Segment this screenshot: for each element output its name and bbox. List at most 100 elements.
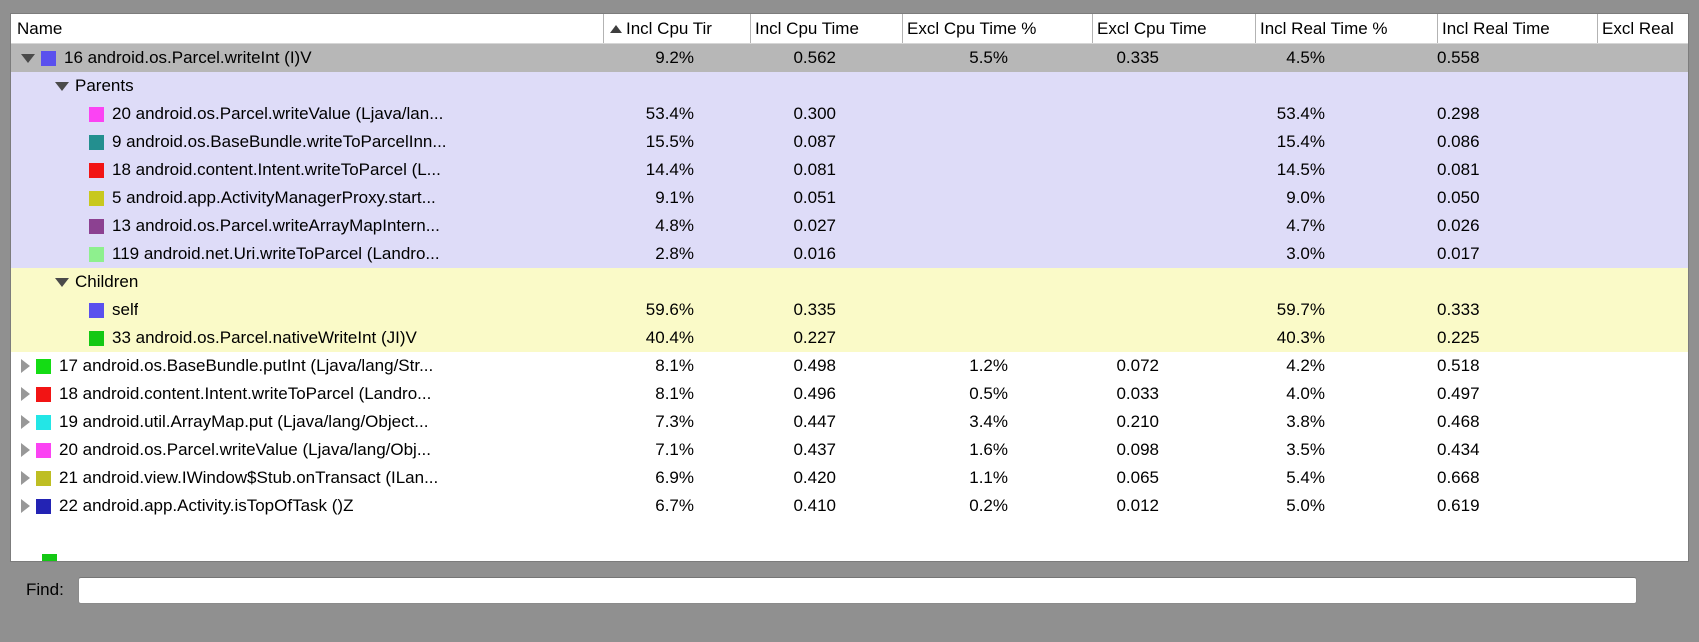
cell-incl-cpu-time: 0.081 [793,160,836,179]
method-color-chip [89,106,104,122]
row-name: 16 android.os.Parcel.writeInt (I)V [64,48,312,67]
name-cell: 19 android.util.ArrayMap.put (Ljava/lang… [11,408,603,436]
row-name: 119 android.net.Uri.writeToParcel (Landr… [112,244,440,263]
row-name: 22 android.app.Activity.isTopOfTask ()Z [59,496,354,515]
cell-excl-cpu-time-pct: 1.2% [969,356,1008,375]
row-name: 18 android.content.Intent.writeToParcel … [112,160,441,179]
cell-incl-cpu-time: 0.087 [793,132,836,151]
name-cell: 16 android.os.Parcel.writeInt (I)V [11,44,603,72]
cell-incl-real-time: 0.017 [1437,244,1480,263]
table-row[interactable]: self 59.6% 0.335 59.7% 0.333 [11,296,1688,324]
disclosure-triangle-collapsed-icon[interactable] [21,359,30,373]
cell-incl-cpu-time-pct: 8.1% [655,356,694,375]
row-name: self [112,300,139,319]
cell-incl-cpu-time-pct: 4.8% [655,216,694,235]
table-row[interactable]: 13 android.os.Parcel.writeArrayMapIntern… [11,212,1688,240]
row-name: 17 android.os.BaseBundle.putInt (Ljava/l… [59,356,434,375]
table-row[interactable]: 19 android.util.ArrayMap.put (Ljava/lang… [11,408,1688,436]
name-cell: Children [11,268,603,296]
cell-excl-cpu-time-pct: 1.6% [969,440,1008,459]
table-row[interactable]: 33 android.os.Parcel.nativeWriteInt (JI)… [11,324,1688,352]
cell-excl-cpu-time: 0.335 [1116,48,1159,67]
disclosure-triangle-collapsed-icon[interactable] [21,415,30,429]
cell-incl-cpu-time-pct: 7.1% [655,440,694,459]
table-row[interactable]: 119 android.net.Uri.writeToParcel (Landr… [11,240,1688,268]
cell-incl-real-time: 0.333 [1437,300,1480,319]
cell-incl-cpu-time-pct: 9.2% [655,48,694,67]
column-header-incl-real-time-pct[interactable]: Incl Real Time % [1255,14,1437,43]
cell-excl-cpu-time: 0.033 [1116,384,1159,403]
table-row[interactable]: 20 android.os.Parcel.writeValue (Ljava/l… [11,100,1688,128]
find-input[interactable] [78,576,1637,604]
section-row-parents[interactable]: Parents [11,72,1688,100]
cell-incl-real-time-pct: 4.5% [1286,48,1325,67]
disclosure-triangle-expanded-icon[interactable] [55,81,69,91]
cell-incl-real-time: 0.668 [1437,468,1480,487]
name-cell: 13 android.os.Parcel.writeArrayMapIntern… [11,212,603,240]
cell-incl-real-time-pct: 14.5% [1276,160,1325,179]
cell-incl-real-time: 0.026 [1437,216,1480,235]
disclosure-triangle-collapsed-icon[interactable] [21,387,30,401]
cell-incl-cpu-time-pct: 15.5% [645,132,694,151]
table-row[interactable]: 20 android.os.Parcel.writeValue (Ljava/l… [11,436,1688,464]
cell-incl-real-time-pct: 3.0% [1286,244,1325,263]
cell-incl-cpu-time: 0.027 [793,216,836,235]
table-row[interactable]: 21 android.view.IWindow$Stub.onTransact … [11,464,1688,492]
table-row[interactable]: 5 android.app.ActivityManagerProxy.start… [11,184,1688,212]
disclosure-triangle-expanded-icon[interactable] [21,53,35,63]
cell-incl-cpu-time-pct: 8.1% [655,384,694,403]
table-row[interactable]: 18 android.content.Intent.writeToParcel … [11,380,1688,408]
method-color-chip [36,442,51,458]
cell-incl-cpu-time-pct: 6.7% [655,496,694,515]
row-name: Parents [75,76,134,95]
table-row[interactable]: 18 android.content.Intent.writeToParcel … [11,156,1688,184]
cell-incl-cpu-time-pct: 14.4% [645,160,694,179]
cell-excl-cpu-time-pct: 5.5% [969,48,1008,67]
method-color-chip [89,190,104,206]
table-row[interactable]: 17 android.os.BaseBundle.putInt (Ljava/l… [11,352,1688,380]
cell-excl-cpu-time: 0.098 [1116,440,1159,459]
column-header-name[interactable]: Name [11,14,603,43]
cell-incl-real-time-pct: 53.4% [1276,104,1325,123]
method-color-chip [36,358,51,374]
cell-incl-cpu-time-pct: 59.6% [645,300,694,319]
table-row[interactable]: 16 android.os.Parcel.writeInt (I)V 9.2% 0.… [11,44,1688,72]
column-header-incl-cpu-time-pct[interactable]: Incl Cpu Tir [603,14,750,43]
column-header-excl-cpu-time-pct[interactable]: Excl Cpu Time % [902,14,1092,43]
name-cell: 33 android.os.Parcel.nativeWriteInt (JI)… [11,324,603,352]
cell-incl-cpu-time-pct: 6.9% [655,468,694,487]
cell-incl-real-time-pct: 5.0% [1286,496,1325,515]
disclosure-triangle-expanded-icon[interactable] [55,277,69,287]
cell-incl-real-time-pct: 4.0% [1286,384,1325,403]
find-bar: Find: [10,574,1637,606]
cell-excl-cpu-time: 0.210 [1116,412,1159,431]
column-header-incl-cpu-time[interactable]: Incl Cpu Time [750,14,902,43]
cell-excl-cpu-time: 0.072 [1116,356,1159,375]
disclosure-triangle-collapsed-icon[interactable] [21,499,30,513]
method-color-chip [89,218,104,234]
column-header-incl-real-time[interactable]: Incl Real Time [1437,14,1597,43]
table-row[interactable]: 22 android.app.Activity.isTopOfTask ()Z 6… [11,492,1688,520]
method-color-chip [89,330,104,346]
method-color-chip [89,162,104,178]
disclosure-triangle-collapsed-icon[interactable] [21,471,30,485]
column-label: Incl Cpu Time [755,18,859,38]
cell-incl-cpu-time-pct: 40.4% [645,328,694,347]
disclosure-triangle-collapsed-icon[interactable] [21,443,30,457]
section-row-children[interactable]: Children [11,268,1688,296]
name-cell: 5 android.app.ActivityManagerProxy.start… [11,184,603,212]
table-row[interactable]: 9 android.os.BaseBundle.writeToParcelInn… [11,128,1688,156]
method-color-chip [41,50,56,66]
cell-incl-cpu-time: 0.300 [793,104,836,123]
sort-ascending-icon [610,24,622,33]
column-label: Excl Real [1602,18,1674,38]
cell-incl-real-time-pct: 15.4% [1276,132,1325,151]
column-header-excl-real-time[interactable]: Excl Real [1597,14,1688,43]
column-header-excl-cpu-time[interactable]: Excl Cpu Time [1092,14,1255,43]
method-color-chip [89,134,104,150]
cell-incl-real-time: 0.434 [1437,440,1480,459]
method-color-chip [36,386,51,402]
cell-incl-real-time-pct: 59.7% [1276,300,1325,319]
cell-incl-cpu-time: 0.016 [793,244,836,263]
method-color-chip [89,246,104,262]
